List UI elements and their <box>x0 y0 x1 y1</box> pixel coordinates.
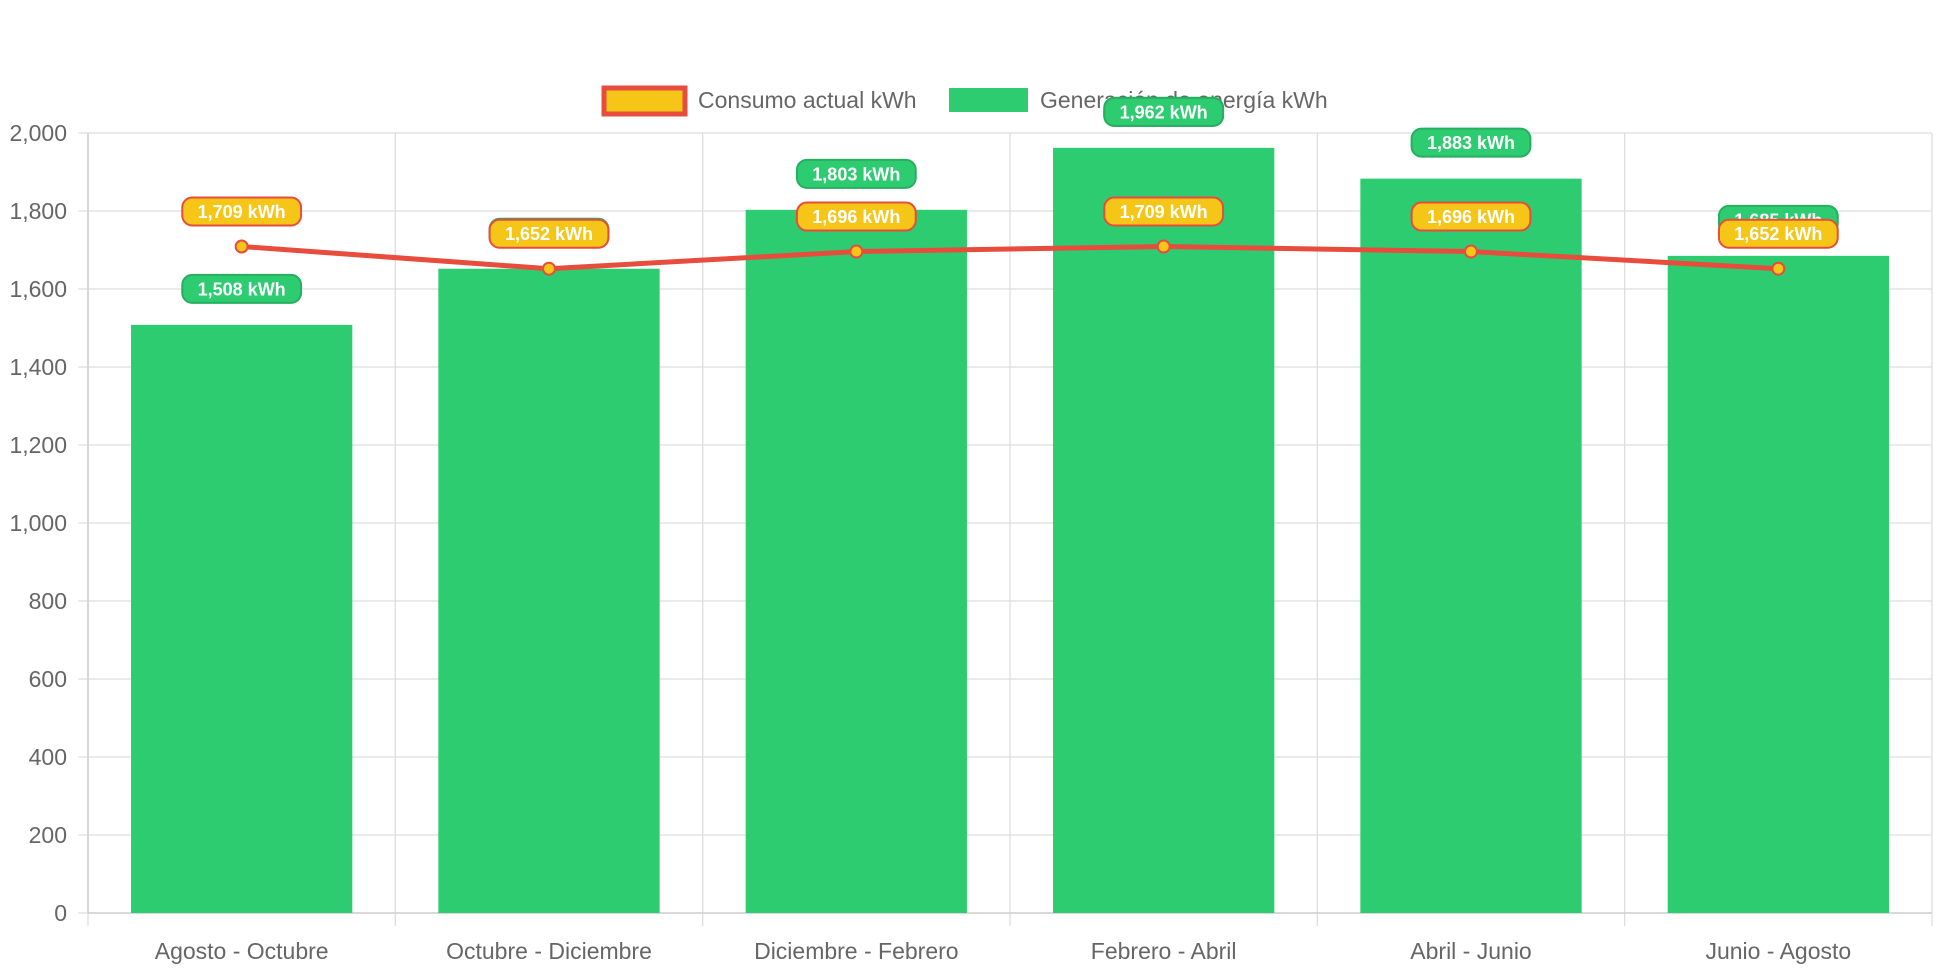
x-tick-label: Agosto - Octubre <box>155 938 329 964</box>
x-tick-label: Octubre - Diciembre <box>446 938 652 964</box>
line-data-label-bg <box>1410 201 1532 232</box>
legend-label-consumo[interactable]: Consumo actual kWh <box>698 87 917 113</box>
legend-swatch-consumo[interactable] <box>601 85 688 117</box>
line-point[interactable] <box>1771 261 1786 276</box>
x-tick-label: Diciembre - Febrero <box>754 938 959 964</box>
line-data-label-bg <box>1103 196 1225 227</box>
line-data-label: 1,696 kWh <box>812 207 900 227</box>
line-point[interactable] <box>542 261 556 276</box>
line-point[interactable] <box>849 244 864 259</box>
y-tick-label: 600 <box>29 666 67 692</box>
line-data-label: 1,652 kWh <box>1734 224 1822 244</box>
line-data-label: 1,709 kWh <box>198 202 286 222</box>
line-data-label: 1,652 kWh <box>505 224 593 244</box>
bar-data-label: 1,883 kWh <box>1427 133 1515 153</box>
y-tick-label: 2,000 <box>9 120 67 146</box>
bar-data-label-top: 1,962 kWh <box>1120 102 1208 122</box>
y-tick-label: 1,800 <box>9 198 67 224</box>
line-point[interactable] <box>234 239 249 254</box>
legend-swatch-generacion[interactable] <box>949 88 1028 112</box>
bar-data-label-bg <box>1410 127 1532 158</box>
line-data-label-bg <box>488 218 610 249</box>
x-tick-label: Abril - Junio <box>1410 938 1531 964</box>
bar-data-label: 1,508 kWh <box>198 279 286 299</box>
bar-data-label-bg <box>181 273 303 304</box>
bar[interactable] <box>131 324 353 913</box>
bar[interactable] <box>1053 147 1275 913</box>
line-data-label-bg <box>795 201 917 232</box>
line-data-label: 1,709 kWh <box>1120 202 1208 222</box>
line-data-label-bg <box>181 196 303 227</box>
y-tick-label: 1,200 <box>9 432 67 458</box>
y-tick-label: 400 <box>29 744 67 770</box>
y-tick-label: 800 <box>29 588 67 614</box>
y-tick-label: 1,000 <box>9 510 67 536</box>
x-tick-label: Junio - Agosto <box>1705 938 1851 964</box>
line-data-label-bg <box>1717 218 1839 249</box>
bar[interactable] <box>1360 178 1582 913</box>
bar[interactable] <box>438 268 660 914</box>
bar-data-label-top-bg <box>1103 96 1225 127</box>
bar-data-label: 1,803 kWh <box>812 164 900 184</box>
bar[interactable] <box>1667 255 1889 914</box>
y-tick-label: 0 <box>54 900 67 926</box>
y-tick-label: 200 <box>29 822 67 848</box>
line-point[interactable] <box>1156 239 1171 254</box>
line-series <box>241 243 1779 272</box>
bar-data-label-bg <box>795 158 917 189</box>
bar[interactable] <box>745 209 967 913</box>
line-data-label: 1,696 kWh <box>1427 207 1515 227</box>
x-tick-label: Febrero - Abril <box>1091 938 1237 964</box>
y-tick-label: 1,600 <box>9 276 67 302</box>
y-tick-label: 1,400 <box>9 354 67 380</box>
line-point[interactable] <box>1464 244 1478 259</box>
